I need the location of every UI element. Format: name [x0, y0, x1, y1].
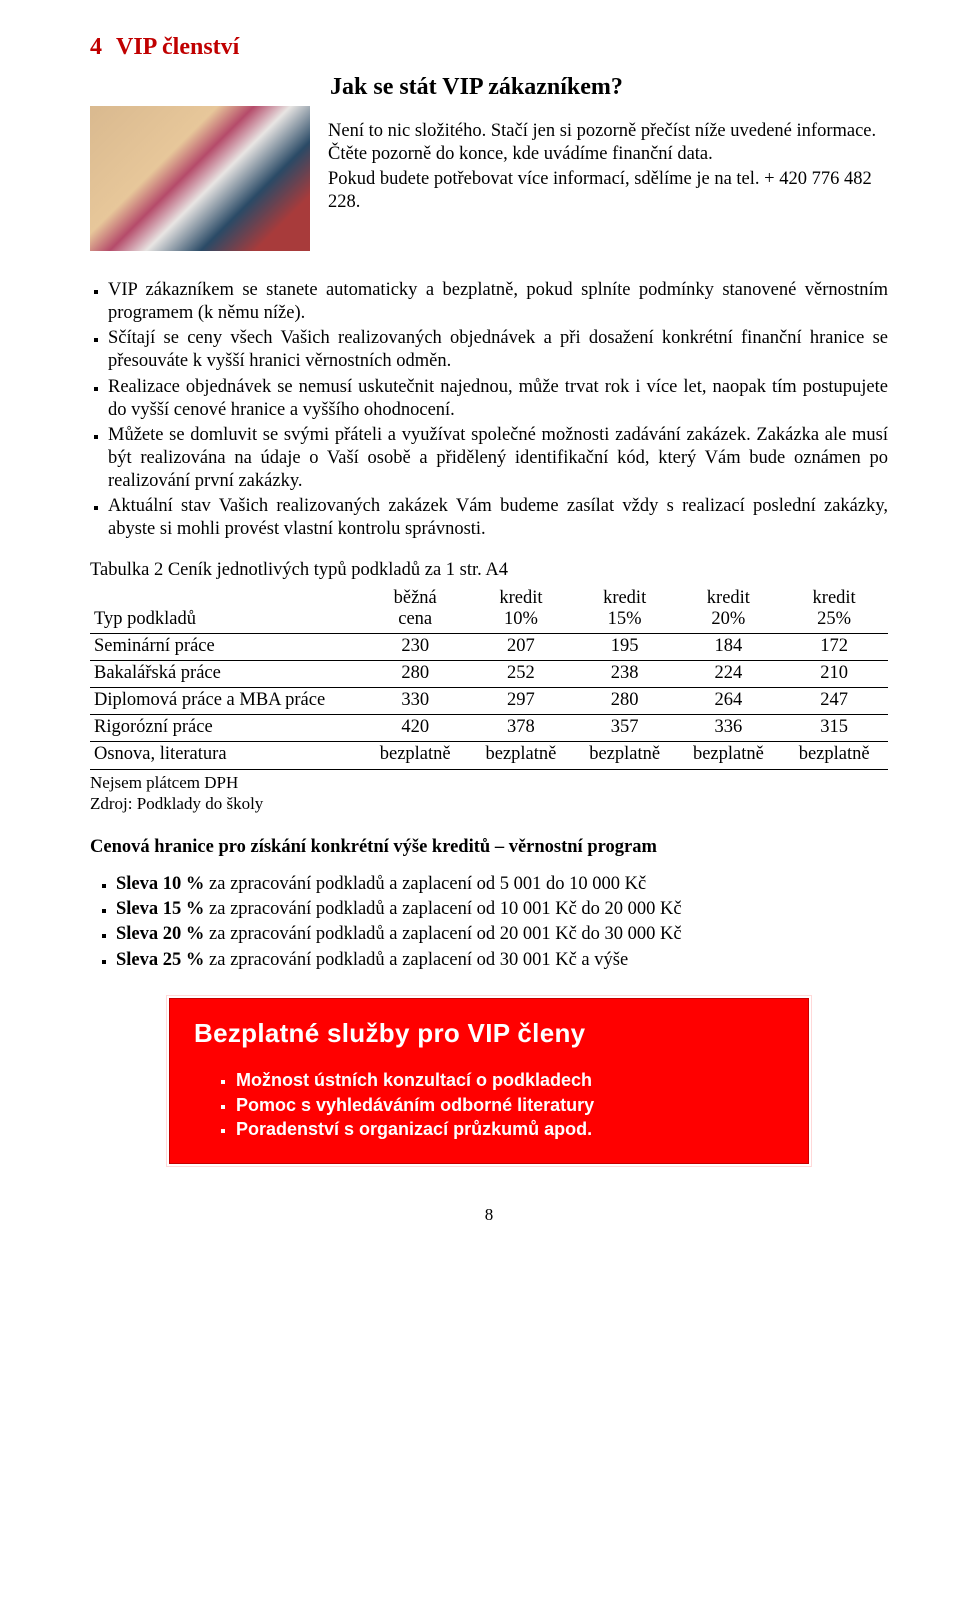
vip-bullet-item: Aktuální stav Vašich realizovaných zakáz… — [108, 495, 888, 541]
table-cell-value: 230 — [361, 633, 469, 660]
vip-bullet-item: Můžete se domluvit se svými přáteli a vy… — [108, 424, 888, 493]
discount-label: Sleva 15 % — [116, 899, 204, 919]
heading-number: 4 — [90, 32, 102, 62]
table-cell-value: 315 — [780, 715, 888, 742]
table-row: Diplomová práce a MBA práce3302972802642… — [90, 688, 888, 715]
table-cell-value: 247 — [780, 688, 888, 715]
table-cell-label: Diplomová práce a MBA práce — [90, 688, 361, 715]
table-cell-label: Seminární práce — [90, 633, 361, 660]
table-cell-label: Bakalářská práce — [90, 661, 361, 688]
vip-bullet-item: Sčítají se ceny všech Vašich realizovaný… — [108, 327, 888, 373]
table-header-credit: kredit15% — [573, 587, 677, 634]
discount-item: Sleva 25 % za zpracování podkladů a zapl… — [116, 949, 888, 972]
discount-rest: za zpracování podkladů a zaplacení od 10… — [204, 899, 681, 919]
callout-title: Bezplatné služby pro VIP členy — [194, 1017, 782, 1050]
table-cell-value: bezplatně — [469, 742, 573, 769]
table-cell-value: 280 — [361, 661, 469, 688]
table-row: Bakalářská práce280252238224210 — [90, 661, 888, 688]
table-cell-value: 264 — [677, 688, 781, 715]
table-cell-label: Rigorózní práce — [90, 715, 361, 742]
page-number: 8 — [90, 1204, 888, 1225]
table-cell-value: 420 — [361, 715, 469, 742]
discount-item: Sleva 10 % za zpracování podkladů a zapl… — [116, 873, 888, 896]
loyalty-subheading: Cenová hranice pro získání konkrétní výš… — [90, 836, 888, 859]
intro-question: Jak se stát VIP zákazníkem? — [330, 72, 888, 102]
vip-callout-box: Bezplatné služby pro VIP členy Možnost ú… — [169, 998, 809, 1164]
table-cell-value: 184 — [677, 633, 781, 660]
table-cell-value: 330 — [361, 688, 469, 715]
table-cell-value: 378 — [469, 715, 573, 742]
discount-label: Sleva 20 % — [116, 924, 204, 944]
discount-label: Sleva 25 % — [116, 950, 204, 970]
table-cell-value: 238 — [573, 661, 677, 688]
table-header-credit: kredit25% — [780, 587, 888, 634]
table-cell-value: 336 — [677, 715, 781, 742]
intro-right-column: Jak se stát VIP zákazníkem? Není to nic … — [328, 72, 888, 217]
table-row: Rigorózní práce420378357336315 — [90, 715, 888, 742]
callout-item: Pomoc s vyhledáváním odborné literatury — [236, 1094, 782, 1117]
discount-rest: za zpracování podkladů a zaplacení od 30… — [204, 950, 628, 970]
callout-item: Poradenství s organizací průzkumů apod. — [236, 1118, 782, 1141]
callout-item: Možnost ústních konzultací o podkladech — [236, 1069, 782, 1092]
table-cell-value: 172 — [780, 633, 888, 660]
discount-item: Sleva 15 % za zpracování podkladů a zapl… — [116, 898, 888, 921]
vip-bullet-item: Realizace objednávek se nemusí uskutečni… — [108, 376, 888, 422]
table-cell-value: 224 — [677, 661, 781, 688]
table-cell-value: 252 — [469, 661, 573, 688]
table-cell-value: 297 — [469, 688, 573, 715]
discount-item: Sleva 20 % za zpracování podkladů a zapl… — [116, 923, 888, 946]
table-cell-value: bezplatně — [780, 742, 888, 769]
table-cell-value: 357 — [573, 715, 677, 742]
table-cell-label: Osnova, literatura — [90, 742, 361, 769]
discount-list: Sleva 10 % za zpracování podkladů a zapl… — [90, 873, 888, 972]
price-table: Typ podkladůběžnácenakredit10%kredit15%k… — [90, 587, 888, 770]
table-cell-value: 207 — [469, 633, 573, 660]
discount-rest: za zpracování podkladů a zaplacení od 20… — [204, 924, 681, 944]
table-cell-value: 280 — [573, 688, 677, 715]
discount-rest: za zpracování podkladů a zaplacení od 5 … — [204, 874, 646, 894]
table-row: Seminární práce230207195184172 — [90, 633, 888, 660]
table-cell-value: bezplatně — [677, 742, 781, 769]
vip-bullet-item: VIP zákazníkem se stanete automaticky a … — [108, 279, 888, 325]
table-header-credit: běžnácena — [361, 587, 469, 634]
table-cell-value: 210 — [780, 661, 888, 688]
vip-bullet-list: VIP zákazníkem se stanete automaticky a … — [90, 279, 888, 541]
heading-text: VIP členství — [116, 32, 239, 62]
table-cell-value: bezplatně — [361, 742, 469, 769]
table-notes: Nejsem plátcem DPH Zdroj: Podklady do šk… — [90, 772, 888, 815]
section-heading: 4 VIP členství — [90, 32, 888, 62]
discount-label: Sleva 10 % — [116, 874, 204, 894]
vip-illustration-image — [90, 106, 310, 251]
intro-paragraph-2: Pokud budete potřebovat více informací, … — [328, 168, 888, 214]
table-cell-value: bezplatně — [573, 742, 677, 769]
intro-block: Jak se stát VIP zákazníkem? Není to nic … — [90, 72, 888, 251]
callout-item-list: Možnost ústních konzultací o podkladechP… — [194, 1069, 782, 1141]
table-header-credit: kredit20% — [677, 587, 781, 634]
table-note-2: Zdroj: Podklady do školy — [90, 793, 888, 814]
table-cell-value: 195 — [573, 633, 677, 660]
table-caption: Tabulka 2 Ceník jednotlivých typů podkla… — [90, 559, 888, 582]
table-header-credit: kredit10% — [469, 587, 573, 634]
table-row: Osnova, literaturabezplatněbezplatněbezp… — [90, 742, 888, 769]
table-note-1: Nejsem plátcem DPH — [90, 772, 888, 793]
table-header-type: Typ podkladů — [90, 587, 361, 634]
intro-paragraph-1: Není to nic složitého. Stačí jen si pozo… — [328, 120, 888, 166]
table-header-row: Typ podkladůběžnácenakredit10%kredit15%k… — [90, 587, 888, 634]
